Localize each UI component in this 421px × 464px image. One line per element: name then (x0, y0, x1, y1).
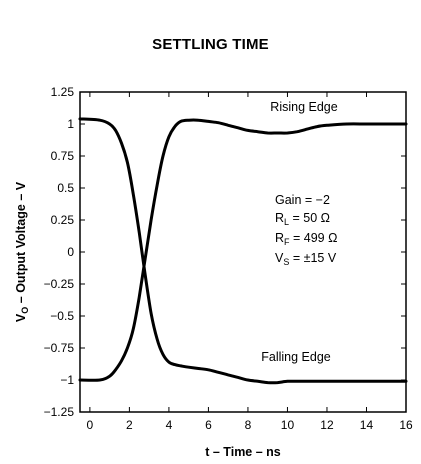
y-axis-title-sub: O (20, 307, 30, 314)
falling-edge-line (78, 117, 408, 385)
y-tick-label: 1 (67, 117, 74, 131)
y-axis-title: VO – Output Voltage – V (14, 181, 30, 322)
falling-edge-label: Falling Edge (261, 350, 331, 364)
rf-label: RF = 499 Ω (275, 231, 337, 247)
y-axis-title-main: V (14, 313, 28, 322)
x-tick-label: 6 (205, 418, 212, 432)
x-tick-label: 2 (126, 418, 133, 432)
y-tick-label: −1.25 (44, 405, 75, 419)
rising-edge-line (78, 118, 408, 382)
rf-sub: F (284, 237, 290, 247)
y-tick-label: −0.25 (44, 277, 75, 291)
x-tick-label: 14 (360, 418, 374, 432)
plot-frame (79, 91, 407, 413)
y-tick-label: −1 (60, 373, 74, 387)
vs-main: V (275, 251, 284, 265)
y-tick-label: −0.75 (44, 341, 75, 355)
y-tick-label: 0.25 (51, 213, 75, 227)
x-tick-label: 16 (399, 418, 413, 432)
x-tick-label: 0 (87, 418, 94, 432)
vs-rest: = ±15 V (289, 251, 336, 265)
vs-label: VS = ±15 V (275, 251, 337, 267)
y-tick-label: 0.75 (51, 149, 75, 163)
vs-sub: S (283, 257, 289, 267)
x-axis-title: t – Time – ns (205, 445, 281, 459)
x-tick-label: 10 (281, 418, 295, 432)
y-tick-label: 0.5 (57, 181, 74, 195)
rl-label: RL = 50 Ω (275, 211, 330, 227)
rl-main: R (275, 211, 284, 225)
ticks-layer: 0 2 4 6 8 10 12 14 16 1.25 1 0.75 0.5 0.25 0 −0.25 −0.5 −… (44, 85, 413, 432)
rising-edge-label: Rising Edge (270, 100, 337, 114)
y-tick-label: 1.25 (51, 85, 75, 99)
series-layer (78, 117, 408, 385)
rl-sub: L (284, 217, 289, 227)
rf-main: R (275, 231, 284, 245)
x-tick-label: 4 (166, 418, 173, 432)
gain-label: Gain = −2 (275, 193, 330, 207)
chart-title: SETTLING TIME (152, 36, 269, 53)
x-tick-label: 12 (320, 418, 334, 432)
x-tick-label: 8 (245, 418, 252, 432)
rf-rest: = 499 Ω (290, 231, 338, 245)
y-tick-label: 0 (67, 245, 74, 259)
y-tick-label: −0.5 (50, 309, 74, 323)
y-axis-title-rest: – Output Voltage – V (14, 181, 28, 306)
rl-rest: = 50 Ω (289, 211, 330, 225)
